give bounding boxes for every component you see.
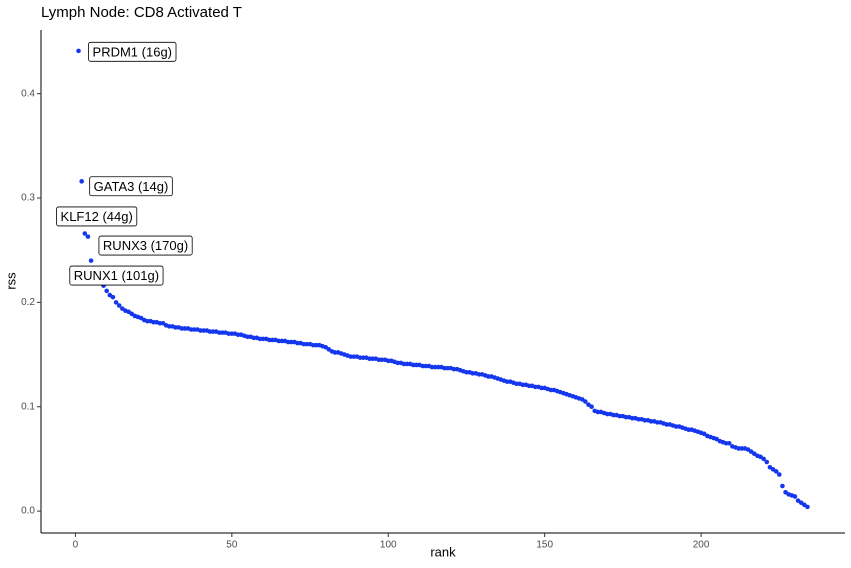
point [76,48,81,54]
point [777,472,782,477]
point [116,303,122,308]
y-tick-label: 0.3 [21,193,35,204]
label-box [56,206,138,227]
point [583,399,588,404]
point [780,483,785,489]
point [773,469,779,474]
label-box [88,41,177,62]
point [761,456,766,462]
point [792,494,798,499]
point-label: RUNX3 (170g) [98,235,193,256]
point [79,179,84,184]
point [110,294,116,300]
label-box [98,235,193,256]
x-tick-label: 100 [380,540,397,551]
x-tick-label: 0 [73,540,79,551]
x-tick-label: 150 [536,540,553,551]
y-tick-label: 0.4 [21,88,35,99]
point [764,459,770,465]
point-label: RUNX1 (101g) [69,265,164,286]
point [104,288,109,294]
point [88,258,94,263]
y-tick-label: 0.0 [21,506,35,517]
x-tick-label: 200 [693,540,710,551]
label-text: RUNX3 (170g) [103,238,188,253]
point-label: GATA3 (14g) [89,176,173,197]
label-text: RUNX1 (101g) [74,268,159,283]
point [726,440,732,446]
label-box [89,176,173,197]
x-tick-label: 50 [226,540,238,551]
point [589,404,594,410]
label-text: KLF12 (44g) [61,209,133,224]
y-axis-title: rss [3,272,18,290]
y-tick-label: 0.2 [21,297,35,308]
chart-title: Lymph Node: CD8 Activated T [41,4,242,21]
point [805,504,810,510]
point [113,300,119,305]
point [82,231,88,236]
label-text: PRDM1 (16g) [93,44,172,59]
x-axis-title: rank [430,544,456,559]
point-label: KLF12 (44g) [56,206,138,227]
label-box [69,265,164,286]
point-label: PRDM1 (16g) [88,41,177,62]
y-tick-label: 0.1 [21,401,35,412]
label-text: GATA3 (14g) [94,179,169,194]
point [85,234,91,239]
